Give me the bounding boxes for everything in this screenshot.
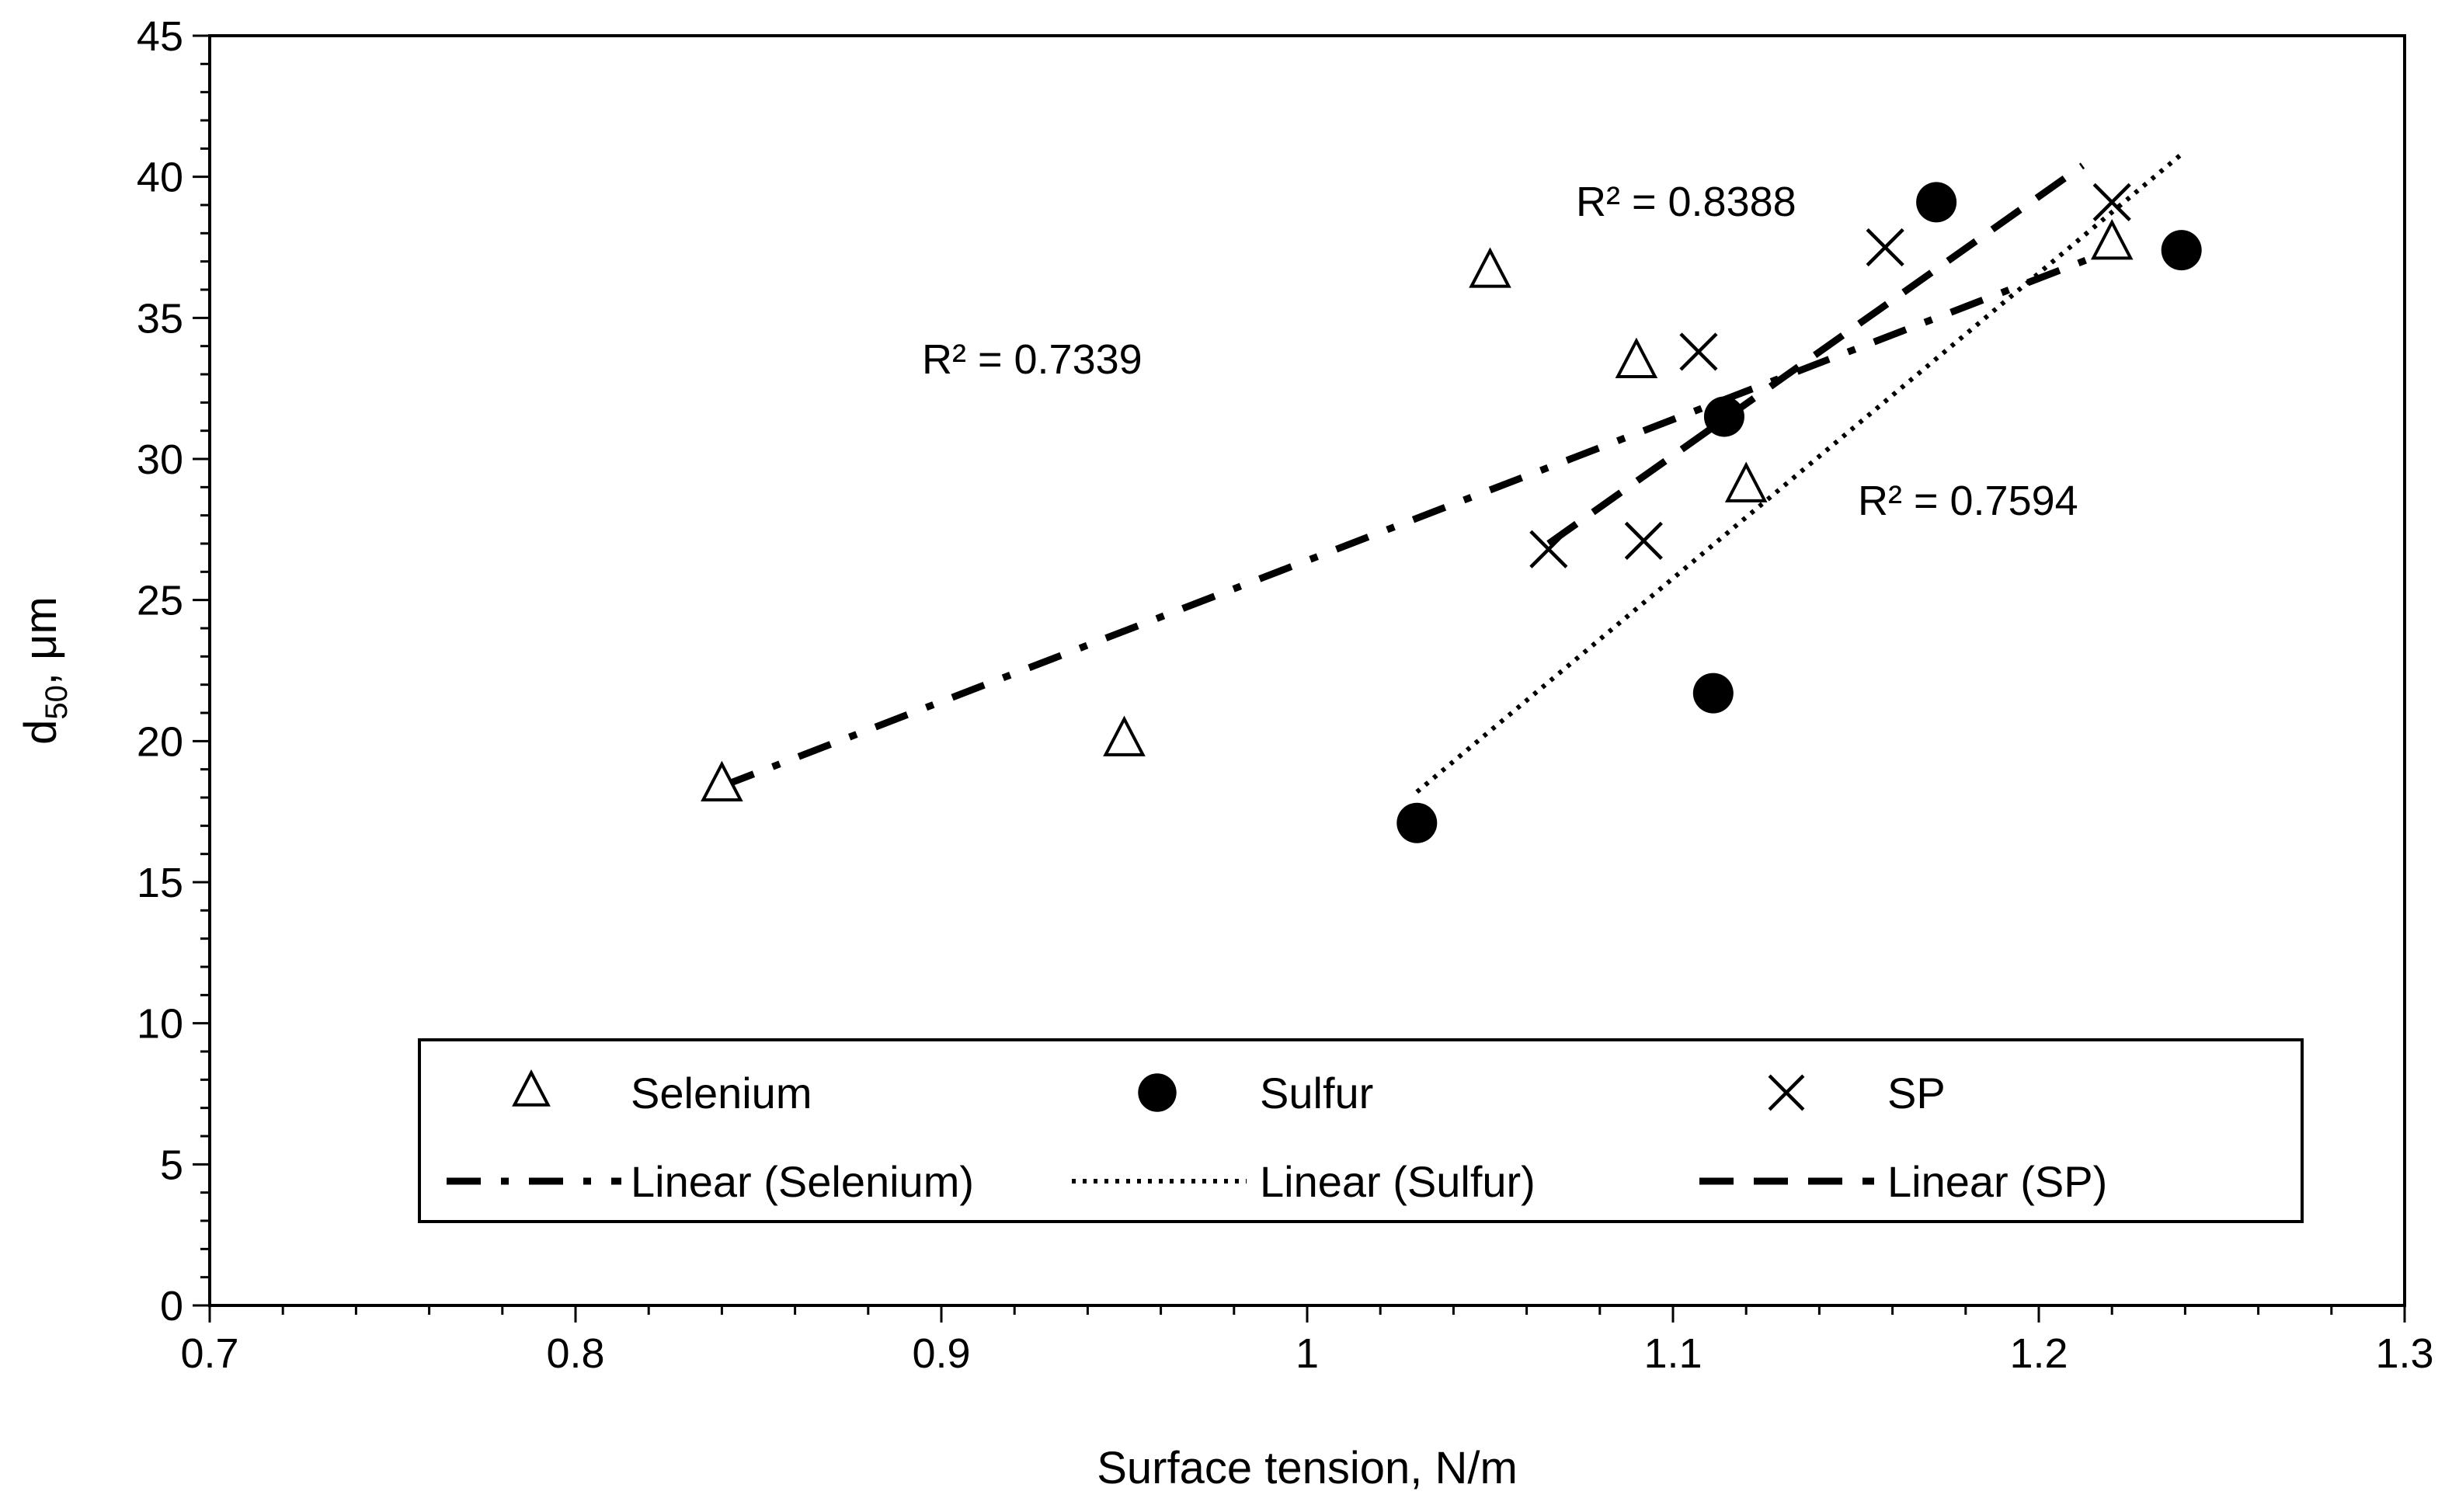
point-selenium bbox=[1724, 461, 1768, 502]
point-selenium bbox=[1615, 337, 1658, 378]
legend-box bbox=[418, 1038, 2304, 1223]
trendline-selenium bbox=[720, 246, 2113, 790]
point-sp bbox=[1624, 521, 1663, 560]
point-sulfur bbox=[1396, 802, 1438, 843]
trend-lines bbox=[720, 152, 2183, 794]
point-sp bbox=[1529, 530, 1568, 568]
point-sulfur bbox=[1916, 182, 1957, 223]
y-tick-label: 10 bbox=[137, 1001, 183, 1048]
legend-marker-sp bbox=[1768, 1074, 1805, 1111]
legend-marker-sulfur bbox=[1138, 1073, 1177, 1112]
x-tick-label: 0.9 bbox=[912, 1330, 970, 1377]
trendline-sp bbox=[1546, 162, 2085, 547]
point-sp bbox=[2092, 182, 2131, 221]
y-axis-title-subscript: 50 bbox=[40, 685, 74, 720]
point-selenium bbox=[1103, 715, 1146, 756]
annotations: R² = 0.7339 R² = 0.7594 R² = 0.8388 Surf… bbox=[16, 179, 2078, 1493]
y-tick-label: 20 bbox=[137, 718, 183, 765]
r2-label-sulfur: R² = 0.7594 bbox=[1858, 478, 2078, 524]
r2-label-selenium: R² = 0.7339 bbox=[922, 336, 1143, 383]
x-tick-label: 0.7 bbox=[180, 1330, 238, 1377]
y-tick-label: 35 bbox=[137, 295, 183, 342]
point-selenium bbox=[701, 760, 743, 801]
point-sulfur bbox=[1692, 673, 1734, 714]
x-tick-label: 1.2 bbox=[2009, 1330, 2068, 1377]
trendline-sulfur bbox=[1415, 152, 2183, 794]
legend-label-linear-sulfur: Linear (Sulfur) bbox=[1260, 1157, 1536, 1206]
legend: Selenium Sulfur SP Linear (Selenium) Lin… bbox=[418, 1038, 2304, 1223]
point-sulfur bbox=[2161, 230, 2202, 271]
y-tick-label: 25 bbox=[137, 578, 183, 624]
legend-label-sp: SP bbox=[1887, 1069, 1946, 1117]
axes: 0.7 0.8 0.9 1 1.1 1.2 1.3 0 5 10 15 20 25 30 35 40 45 bbox=[137, 13, 2434, 1377]
point-sulfur bbox=[1703, 396, 1744, 437]
y-tick-label: 15 bbox=[137, 860, 183, 906]
x-axis-title: Surface tension, N/m bbox=[1097, 1443, 1518, 1493]
y-tick-label: 30 bbox=[137, 436, 183, 483]
x-tick-label: 1 bbox=[1296, 1330, 1319, 1377]
legend-marker-selenium bbox=[512, 1069, 551, 1107]
y-axis-title-main: d bbox=[16, 720, 66, 745]
point-sp bbox=[1679, 332, 1718, 371]
legend-label-selenium: Selenium bbox=[631, 1069, 812, 1117]
point-selenium bbox=[2090, 219, 2134, 260]
y-tick-label: 0 bbox=[160, 1283, 183, 1330]
legend-label-linear-selenium: Linear (Selenium) bbox=[631, 1157, 974, 1206]
y-tick-label: 5 bbox=[160, 1142, 183, 1188]
legend-label-linear-sp: Linear (SP) bbox=[1887, 1157, 2107, 1206]
y-axis-title-unit: , μm bbox=[16, 596, 66, 685]
point-selenium bbox=[1469, 247, 1511, 288]
y-axis-title: d50, μm bbox=[16, 596, 74, 745]
point-sp bbox=[1866, 228, 1904, 267]
data-points bbox=[701, 182, 2202, 843]
x-tick-label: 1.1 bbox=[1643, 1330, 1702, 1377]
legend-label-sulfur: Sulfur bbox=[1260, 1069, 1373, 1117]
y-tick-label: 40 bbox=[137, 155, 183, 201]
x-tick-label: 1.3 bbox=[2375, 1330, 2433, 1377]
y-tick-label: 45 bbox=[137, 13, 183, 60]
r2-label-sp: R² = 0.8388 bbox=[1576, 179, 1796, 225]
x-tick-label: 0.8 bbox=[546, 1330, 604, 1377]
